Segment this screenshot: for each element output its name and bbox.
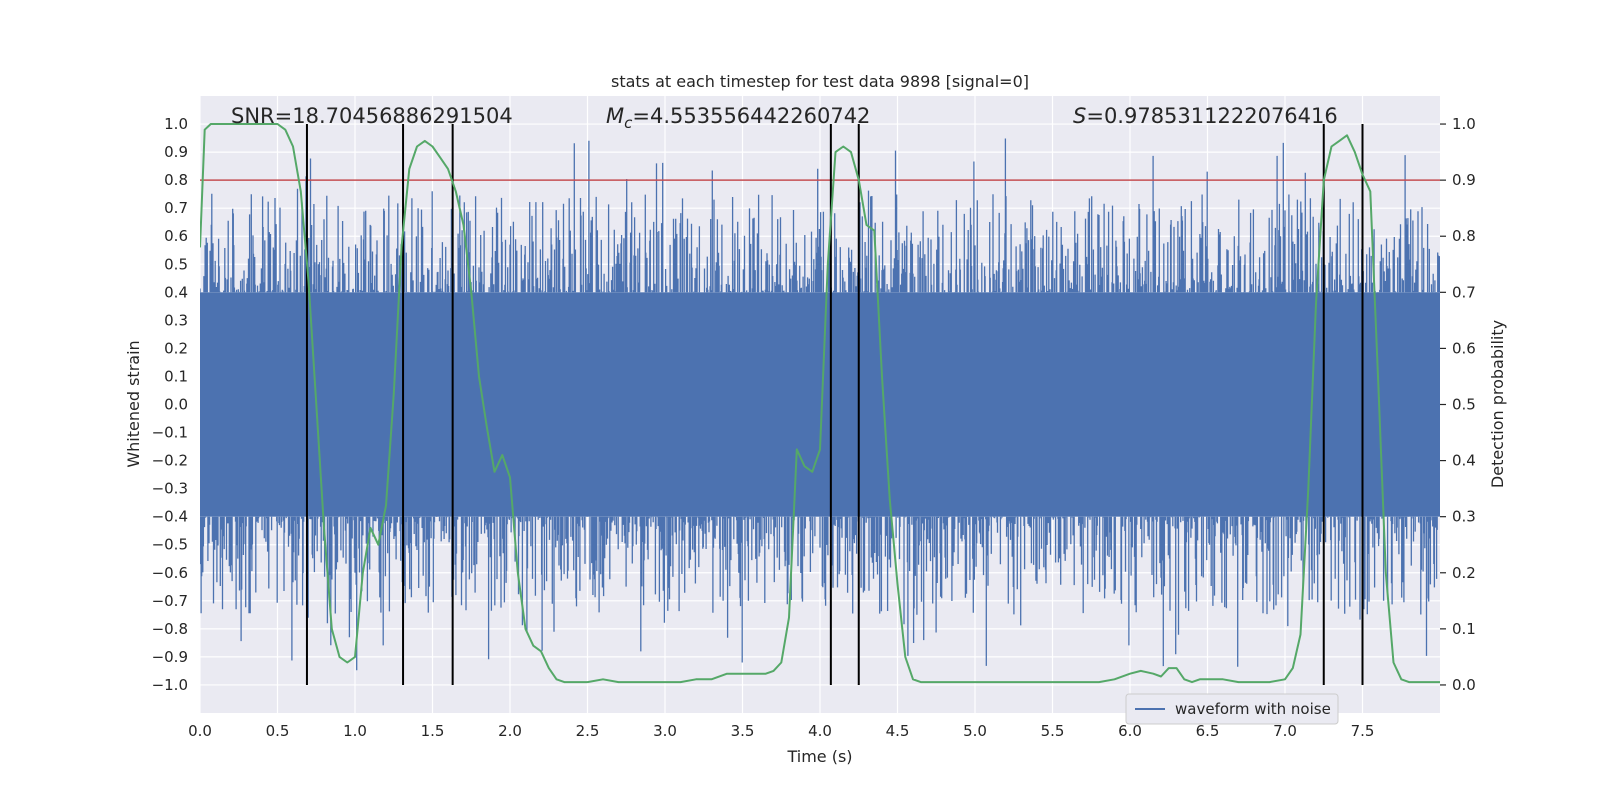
left-tick-label: 0.8 — [164, 171, 188, 189]
left-tick-label: −1.0 — [152, 676, 188, 694]
left-tick-label: −0.9 — [152, 648, 188, 666]
left-axis-label: Whitened strain — [124, 340, 143, 467]
left-tick-label: 0.0 — [164, 396, 188, 414]
left-tick-label: −0.1 — [152, 424, 188, 442]
chirp-mass-symbol: M — [606, 104, 624, 128]
x-tick-label: 2.0 — [498, 722, 522, 740]
left-tick-label: 0.9 — [164, 143, 188, 161]
x-tick-label: 7.5 — [1351, 722, 1375, 740]
right-tick-label: 0.1 — [1452, 620, 1476, 638]
left-tick-label: −0.5 — [152, 536, 188, 554]
right-axis-ticks: 1.0 0.9 0.8 0.7 0.6 0.5 0.4 0.3 0.2 0.1 0.0 — [1440, 115, 1476, 694]
legend-label: waveform with noise — [1175, 700, 1331, 718]
x-tick-label: 3.5 — [731, 722, 755, 740]
snr-annotation: SNR=18.70456886291504 — [231, 104, 513, 128]
x-tick-label: 2.5 — [576, 722, 600, 740]
x-tick-label: 0.5 — [266, 722, 290, 740]
x-tick-label: 1.5 — [421, 722, 445, 740]
x-tick-label: 4.0 — [808, 722, 832, 740]
left-tick-label: 0.1 — [164, 367, 188, 385]
legend-box — [1125, 693, 1339, 725]
x-tick-label: 5.5 — [1041, 722, 1065, 740]
waveform-with-noise-series — [200, 138, 1440, 671]
score-value: =0.9785311222076416 — [1086, 104, 1337, 128]
chart-title: stats at each timestep for test data 989… — [611, 72, 1029, 91]
chirp-mass-annotation: Mc=4.553556442260742 — [606, 104, 870, 132]
left-tick-label: 0.6 — [164, 227, 188, 245]
x-tick-label: 6.5 — [1196, 722, 1220, 740]
left-tick-label: −0.6 — [152, 564, 188, 582]
right-tick-label: 0.3 — [1452, 508, 1476, 526]
x-tick-label: 0.0 — [188, 722, 212, 740]
right-tick-label: 0.6 — [1452, 339, 1476, 357]
noise-spikes — [200, 138, 1440, 671]
right-tick-label: 0.9 — [1452, 171, 1476, 189]
detection-markers — [305, 124, 1364, 685]
left-tick-label: −0.3 — [152, 480, 188, 498]
x-tick-label: 3.0 — [653, 722, 677, 740]
right-tick-label: 0.4 — [1452, 452, 1476, 470]
noise-band — [200, 292, 1440, 517]
detection-probability-line — [200, 123, 1440, 684]
left-tick-label: 0.5 — [164, 255, 188, 273]
right-tick-label: 0.8 — [1452, 227, 1476, 245]
x-tick-label: 4.5 — [886, 722, 910, 740]
right-tick-label: 0.7 — [1452, 283, 1476, 301]
right-tick-label: 0.0 — [1452, 676, 1476, 694]
left-tick-label: 0.7 — [164, 199, 188, 217]
chirp-mass-subscript: c — [624, 114, 633, 132]
right-axis-label: Detection probability — [1488, 320, 1507, 488]
right-tick-label: 1.0 — [1452, 115, 1476, 133]
left-tick-label: 1.0 — [164, 115, 188, 133]
x-axis-label: Time (s) — [786, 747, 852, 766]
left-tick-label: −0.4 — [152, 508, 188, 526]
x-tick-label: 7.0 — [1273, 722, 1297, 740]
x-tick-label: 5.0 — [963, 722, 987, 740]
score-annotation: S=0.9785311222076416 — [1073, 104, 1338, 128]
x-tick-label: 6.0 — [1118, 722, 1142, 740]
chirp-mass-value: =4.553556442260742 — [632, 104, 870, 128]
left-tick-label: −0.8 — [152, 620, 188, 638]
right-tick-label: 0.5 — [1452, 396, 1476, 414]
x-tick-label: 1.0 — [343, 722, 367, 740]
left-tick-label: −0.2 — [152, 452, 188, 470]
left-tick-label: 0.3 — [164, 311, 188, 329]
left-tick-label: 0.2 — [164, 339, 188, 357]
detection-probability-series — [200, 123, 1440, 684]
right-tick-label: 0.2 — [1452, 564, 1476, 582]
legend: waveform with noise — [1125, 693, 1339, 725]
left-tick-label: 0.4 — [164, 283, 188, 301]
score-symbol: S — [1073, 104, 1086, 128]
left-tick-label: −0.7 — [152, 592, 188, 610]
x-axis-ticks: 0.0 0.5 1.0 1.5 2.0 2.5 3.0 3.5 4.0 4.5 5.0 5.5 6.0 6… — [188, 722, 1374, 740]
left-axis-ticks: 1.0 0.9 0.8 0.7 0.6 0.5 0.4 0.3 0.2 0.1 0.0 −0.1 −0.… — [152, 115, 188, 694]
